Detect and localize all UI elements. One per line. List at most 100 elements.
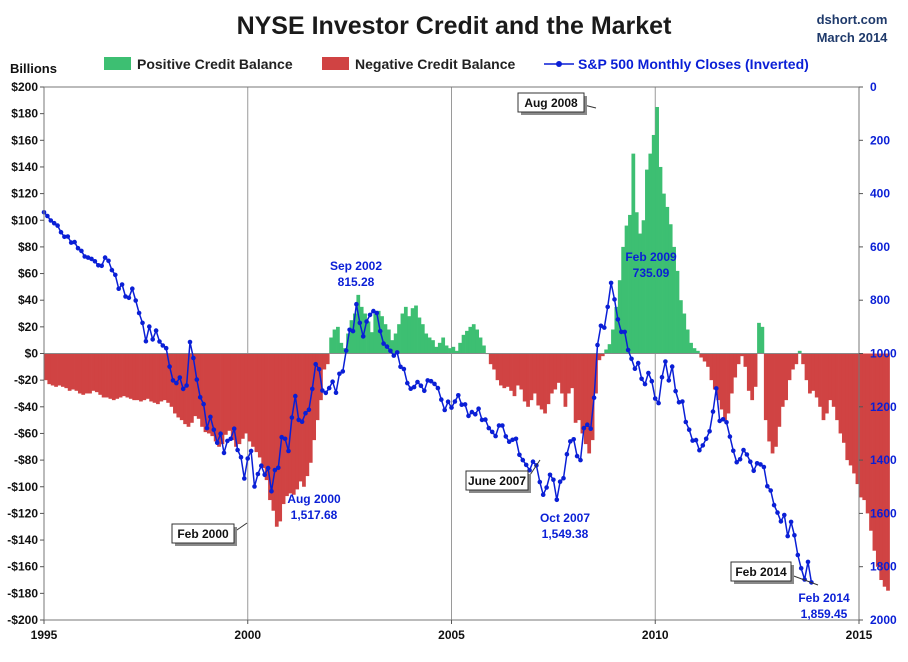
sp500-point: [476, 406, 481, 412]
sp500-point: [622, 329, 627, 335]
sp500-point: [381, 341, 386, 346]
sp500-point: [568, 439, 573, 444]
credit-bar: [349, 320, 354, 354]
sp500-point: [133, 298, 138, 303]
sp500-point: [761, 464, 767, 470]
x-tick-label: 2005: [438, 628, 465, 642]
sp500-point: [483, 417, 488, 422]
credit-bar: [315, 353, 320, 421]
sp500-point: [663, 359, 668, 364]
sp500-point: [768, 488, 773, 493]
sp500-point: [316, 366, 322, 372]
credit-bar: [855, 353, 860, 485]
credit-bar: [539, 353, 544, 410]
sp500-point: [150, 337, 155, 342]
sp500-point: [204, 425, 210, 431]
credit-bar: [111, 353, 116, 401]
sp500-point: [748, 459, 753, 465]
credit-bar: [91, 353, 96, 391]
sp500-point: [775, 510, 780, 515]
annotation-feb2014sp: Feb 2014 1,859.45: [798, 591, 850, 621]
sp500-point: [751, 468, 756, 474]
credit-bar: [471, 324, 476, 354]
credit-bar: [380, 316, 384, 354]
annotation-line: Sep 2002: [330, 259, 382, 273]
credit-bar: [424, 333, 429, 354]
credit-bar: [475, 329, 479, 354]
sp500-point: [286, 448, 291, 454]
sp500-point: [109, 267, 115, 273]
y2-tick-label: 0: [870, 80, 877, 94]
x-tick-label: 1995: [31, 628, 58, 642]
sp500-point: [473, 412, 478, 417]
credit-bar: [556, 353, 561, 383]
sp500-point: [595, 342, 600, 348]
credit-bar: [390, 340, 395, 354]
credit-bar: [230, 353, 235, 441]
credit-bar: [784, 353, 789, 401]
credit-bar: [835, 353, 839, 421]
credit-bar: [159, 353, 164, 402]
sp500-point: [55, 223, 60, 228]
sp500-point: [235, 447, 240, 453]
sp500-point: [218, 431, 223, 437]
credit-bar: [468, 326, 473, 354]
annotation-line: 1,859.45: [801, 607, 848, 621]
sp500-point: [388, 348, 393, 354]
sp500-point: [690, 438, 695, 443]
credit-bar: [132, 353, 137, 401]
sp500-point: [686, 427, 692, 433]
credit-bar: [648, 153, 653, 354]
credit-bar: [811, 353, 816, 391]
credit-bar: [678, 300, 683, 354]
credit-bar: [821, 353, 826, 421]
credit-bar: [740, 353, 744, 357]
credit-bar: [237, 353, 242, 445]
sp500-point: [211, 427, 217, 433]
credit-bar: [825, 353, 829, 414]
annotation-box: [517, 92, 585, 113]
credit-bar: [848, 353, 853, 466]
sp500-point: [547, 472, 553, 478]
x-tick-label: 2000: [234, 628, 261, 642]
credit-bar: [662, 193, 666, 354]
legend-label-positive: Positive Credit Balance: [137, 56, 293, 72]
sp500-point: [177, 375, 183, 380]
sp500-point: [323, 390, 329, 396]
sp500-point: [619, 329, 624, 335]
sp500-point: [391, 353, 397, 358]
credit-bar: [176, 353, 181, 418]
sp500-point: [119, 282, 125, 287]
credit-bar: [186, 353, 191, 427]
credit-bar: [577, 353, 581, 421]
sp500-point: [116, 286, 121, 292]
sp500-point: [578, 457, 583, 463]
credit-bar: [60, 353, 65, 387]
annotation-text: June 2007: [468, 474, 526, 488]
credit-bar: [247, 353, 252, 442]
credit-bar: [403, 306, 408, 354]
legend-label-negative: Negative Credit Balance: [355, 56, 515, 72]
sp500-point: [411, 384, 417, 390]
legend-label-sp500: S&P 500 Monthly Closes (Inverted): [578, 56, 809, 72]
sp500-point: [313, 361, 319, 367]
credit-bar: [787, 353, 792, 381]
y2-tick-label: 200: [870, 133, 890, 147]
x-axis: 1995 2000 2005 2010 2015: [31, 620, 873, 642]
credit-bar: [526, 353, 530, 407]
annotation-sep2002: Sep 2002 815.28: [330, 259, 382, 289]
credit-bar: [135, 353, 140, 401]
credit-bar: [689, 342, 693, 354]
sp500-point: [201, 401, 206, 407]
credit-bar: [50, 353, 55, 386]
y-tick-label: $100: [11, 213, 38, 227]
sp500-point: [299, 419, 305, 425]
sp500-point: [693, 437, 699, 443]
credit-bar: [631, 153, 636, 354]
y2-tick-label: 1200: [870, 400, 897, 414]
credit-bar: [719, 353, 724, 410]
credit-bar: [512, 353, 517, 397]
credit-bar: [206, 353, 211, 434]
annotation-text: Feb 2000: [177, 527, 229, 541]
sp500-point: [649, 378, 655, 384]
